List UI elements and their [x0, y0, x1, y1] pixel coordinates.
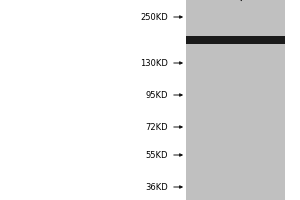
Bar [186, 36, 285, 44]
Text: 36KD: 36KD [145, 182, 168, 192]
Text: K562: K562 [236, 0, 260, 2]
Text: 55KD: 55KD [146, 150, 168, 160]
Text: 130KD: 130KD [140, 58, 168, 68]
Text: 95KD: 95KD [146, 90, 168, 99]
Text: 250KD: 250KD [140, 12, 168, 21]
Bar [186, 0, 285, 200]
Text: 72KD: 72KD [146, 122, 168, 132]
